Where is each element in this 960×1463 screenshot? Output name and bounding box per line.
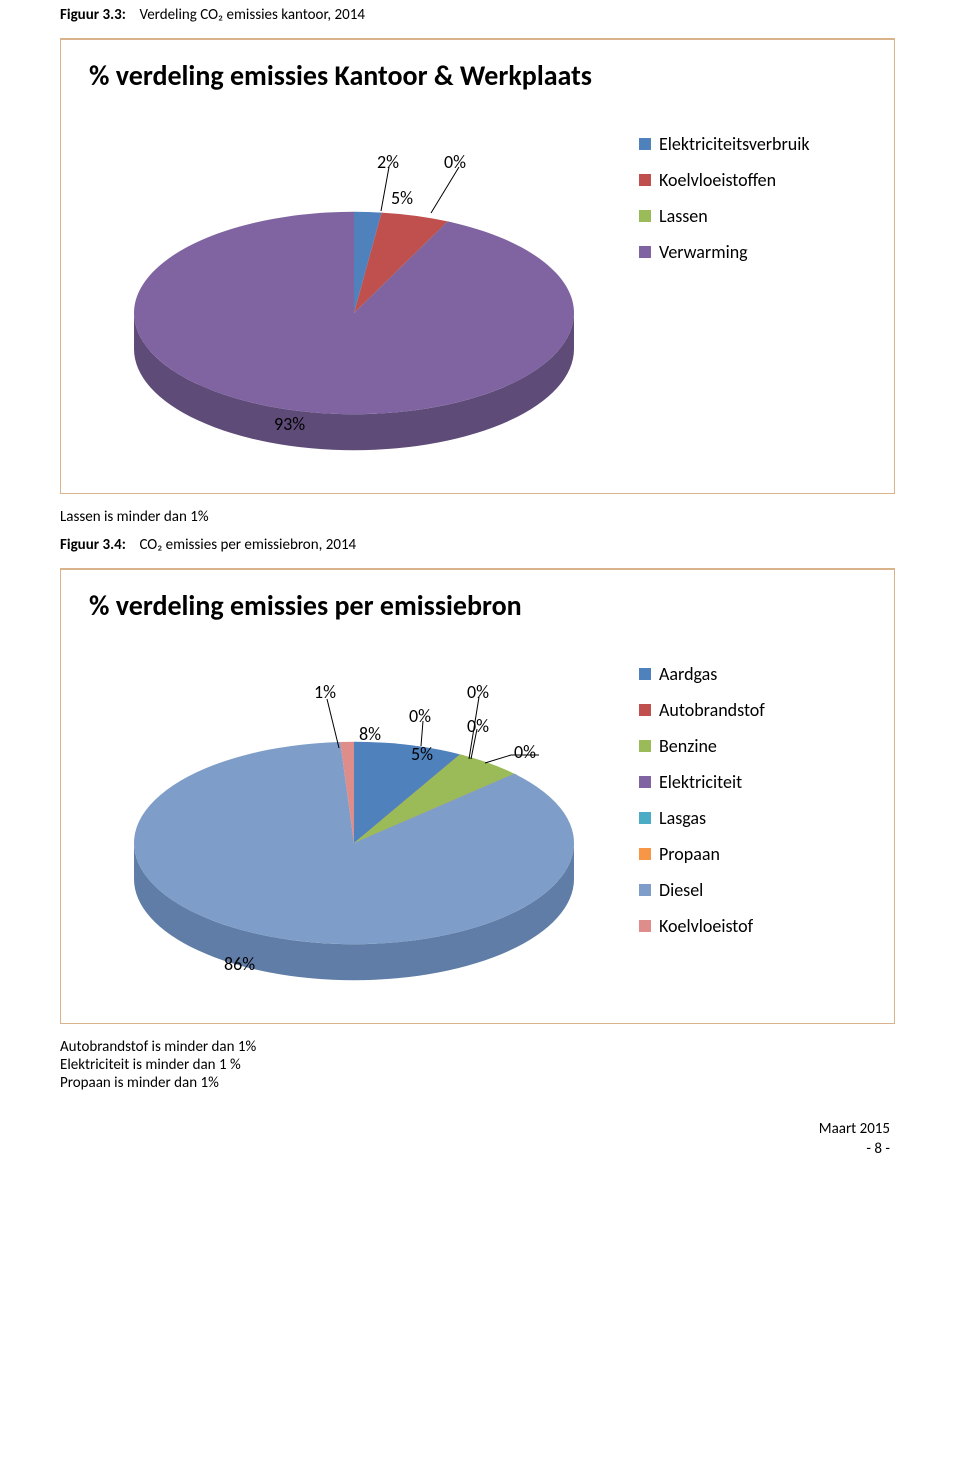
legend-label: Benzine: [659, 735, 717, 757]
chart2-pie-area: 1% 8% 0% 5% 0% 0% 0% 86%: [89, 643, 609, 1003]
pie-data-label: 5%: [411, 743, 433, 765]
legend-swatch: [639, 138, 651, 150]
figure-3-4-caption: Figuur 3.4: CO₂ emissies per emissiebron…: [60, 536, 900, 554]
legend-item: Koelvloeistof: [639, 915, 765, 937]
note-elektriciteit: Elektriciteit is minder dan 1 %: [60, 1056, 241, 1074]
figure-3-3-caption: Figuur 3.3: Verdeling CO₂ emissies kanto…: [60, 6, 900, 24]
pie-data-label: 0%: [409, 705, 431, 727]
chart-kantoor-werkplaats: % verdeling emissies Kantoor & Werkplaat…: [60, 38, 895, 494]
pie-data-label-main: 86%: [224, 953, 255, 975]
legend-label: Diesel: [659, 879, 703, 901]
legend-swatch: [639, 920, 651, 932]
legend-item: Benzine: [639, 735, 765, 757]
chart1-title: % verdeling emissies Kantoor & Werkplaat…: [89, 58, 874, 93]
legend-label: Elektriciteitsverbruik: [659, 133, 810, 155]
pie-data-label: 0%: [467, 681, 489, 703]
chart2-legend: Aardgas Autobrandstof Benzine Elektriciteit…: [639, 663, 765, 937]
notes-chart2: Autobrandstof is minder dan 1% Elektrici…: [60, 1038, 900, 1092]
legend-item: Koelvloeistoffen: [639, 169, 810, 191]
legend-item: Lassen: [639, 205, 810, 227]
legend-item: Elektriciteit: [639, 771, 765, 793]
pie-data-label: 5%: [391, 187, 413, 209]
legend-label: Verwarming: [659, 241, 748, 263]
page-footer: Maart 2015 - 8 -: [60, 1120, 900, 1159]
legend-swatch: [639, 704, 651, 716]
footer-page: - 8 -: [866, 1140, 890, 1158]
legend-swatch: [639, 848, 651, 860]
note-lassen: Lassen is minder dan 1%: [60, 508, 900, 526]
legend-label: Autobrandstof: [659, 699, 765, 721]
pie-svg: [89, 113, 609, 473]
pie-data-label: 0%: [444, 151, 466, 173]
caption-prefix: Figuur 3.3:: [60, 6, 126, 24]
caption-text: CO₂ emissies per emissiebron, 2014: [139, 536, 356, 554]
legend-swatch: [639, 812, 651, 824]
note-propaan: Propaan is minder dan 1%: [60, 1074, 219, 1092]
note-autobrandstof: Autobrandstof is minder dan 1%: [60, 1038, 256, 1056]
pie-data-label: 1%: [314, 681, 336, 703]
legend-item: Propaan: [639, 843, 765, 865]
chart-emissiebron: % verdeling emissies per emissiebron 1% 8…: [60, 568, 895, 1024]
legend-swatch: [639, 246, 651, 258]
legend-label: Lassen: [659, 205, 708, 227]
pie-data-label: 2%: [377, 151, 399, 173]
legend-swatch: [639, 740, 651, 752]
pie-data-label: 0%: [514, 741, 536, 763]
pie-data-label-main: 93%: [274, 413, 305, 435]
pie-data-label: 8%: [359, 723, 381, 745]
pie-data-label: 0%: [467, 715, 489, 737]
legend-swatch: [639, 174, 651, 186]
chart2-title: % verdeling emissies per emissiebron: [89, 588, 874, 623]
legend-label: Lasgas: [659, 807, 706, 829]
legend-item: Aardgas: [639, 663, 765, 685]
legend-item: Verwarming: [639, 241, 810, 263]
chart1-legend: Elektriciteitsverbruik Koelvloeistoffen La…: [639, 133, 810, 263]
legend-swatch: [639, 884, 651, 896]
legend-label: Elektriciteit: [659, 771, 742, 793]
legend-label: Propaan: [659, 843, 720, 865]
caption-text: Verdeling CO₂ emissies kantoor, 2014: [139, 6, 365, 24]
legend-label: Aardgas: [659, 663, 717, 685]
legend-swatch: [639, 776, 651, 788]
legend-item: Autobrandstof: [639, 699, 765, 721]
legend-item: Lasgas: [639, 807, 765, 829]
footer-date: Maart 2015: [819, 1120, 890, 1138]
legend-label: Koelvloeistof: [659, 915, 753, 937]
pie-svg: [89, 643, 609, 1003]
legend-label: Koelvloeistoffen: [659, 169, 776, 191]
legend-item: Diesel: [639, 879, 765, 901]
legend-swatch: [639, 668, 651, 680]
caption-prefix: Figuur 3.4:: [60, 536, 126, 554]
chart1-pie-area: 2% 5% 0% 93%: [89, 113, 609, 473]
legend-swatch: [639, 210, 651, 222]
legend-item: Elektriciteitsverbruik: [639, 133, 810, 155]
